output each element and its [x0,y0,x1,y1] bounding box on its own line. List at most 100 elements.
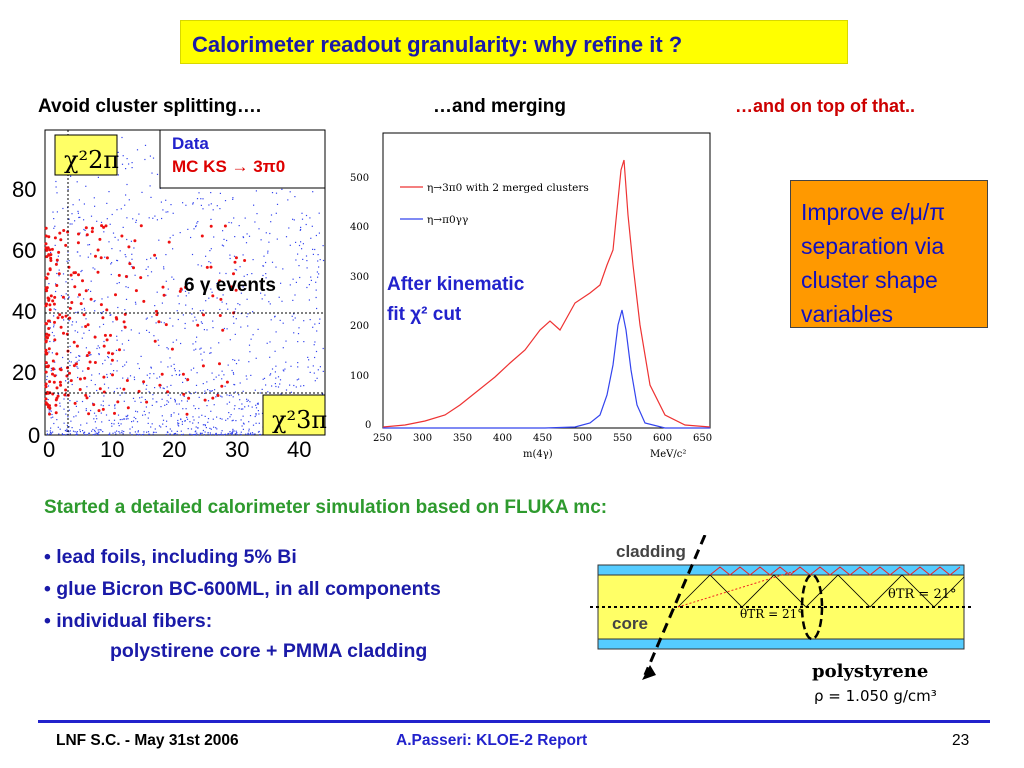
scatter-point [100,221,103,223]
scatter-point [255,407,258,409]
scatter-point [109,373,112,375]
scatter-point [173,363,175,365]
scatter-point [259,392,261,394]
scatter-point [98,237,102,241]
scatter-point [234,308,237,310]
scatter-point [84,229,86,231]
scatter-point [103,340,105,343]
scatter-point [226,403,228,405]
scatter-point [103,383,106,385]
scatter-point [59,405,61,407]
scatter-point [106,376,108,378]
scatter-point [222,294,224,296]
scatter-point [83,332,85,334]
scatter-point [90,215,93,217]
scatter-point [153,431,155,433]
scatter-point [229,431,231,433]
scatter-point [274,350,276,352]
scatter-point [69,273,73,277]
scatter-point [76,366,78,368]
scatter-point [49,256,53,260]
scatter-point [48,412,51,416]
scatter-point [51,367,55,371]
scatter-point [161,285,165,289]
scatter-point [223,238,225,240]
scatter-point [144,158,146,161]
scatter-point [91,226,94,230]
scatter-point [83,228,85,231]
scatter-point [297,366,299,368]
cladding-label: cladding [616,542,686,561]
scatter-point [247,399,249,401]
scatter-point [63,408,65,410]
scatter-point [186,416,188,418]
scatter-point [246,298,248,300]
scatter-point [115,349,118,351]
scatter-point [68,296,70,298]
scatter-point [109,223,111,225]
scatter-point [188,292,190,294]
scatter-point [83,376,87,380]
scatter-point [305,255,308,257]
scatter-point [207,400,210,402]
scatter-point [240,434,242,436]
scatter-point [116,209,118,211]
scatter-point [195,348,197,350]
slide-title: Calorimeter readout granularity: why ref… [192,32,683,57]
scatter-point [131,426,133,428]
scatter-point [109,432,111,434]
scatter-point [44,226,48,230]
scatter-point [48,303,52,307]
scatter-point [218,279,222,283]
scatter-point [181,400,183,402]
scatter-point [129,428,131,430]
scatter-point [96,418,98,420]
scatter-point [45,402,49,406]
scatter-point [56,261,58,263]
scatter-point [166,347,168,349]
scatter-point [117,174,119,176]
scatter-point [90,280,92,282]
scatter-point [114,405,116,407]
scatter-point [131,266,133,268]
scatter-point [173,278,175,280]
scatter-point [234,236,236,238]
scatter-point [49,321,52,323]
scatter-point [174,398,176,400]
scatter-point [177,419,179,422]
scatter-point [110,352,114,356]
scatter-point [249,351,251,353]
scatter-point [160,201,162,203]
scatter-point [139,276,143,280]
scatter-point [137,431,139,433]
scatter-point [215,434,217,436]
scatter-point [67,416,69,418]
scatter-point [312,326,314,328]
scatter-point [119,419,121,421]
scatter-point [72,204,74,206]
scatter-point [136,149,139,151]
scatter-point [248,344,251,346]
scatter-point [204,431,206,433]
scatter-point [143,431,145,433]
scatter-point [201,359,203,361]
scatter-point [87,412,91,416]
scatter-point [135,410,137,412]
scatter-point [147,431,150,433]
improve-line-1: Improve e/μ/π [801,199,946,225]
scatter-point [150,367,152,369]
scatter-point [314,323,316,325]
scatter-point [51,331,53,334]
scatter-point [233,260,237,264]
scatter-point [71,324,73,326]
scatter-point [292,278,294,280]
scatter-point [215,376,217,378]
scatter-point [195,391,197,393]
scatter-point [55,258,59,262]
scatter-point [94,268,96,270]
scatter-point [199,310,201,312]
scatter-point [230,222,233,224]
scatter-point [270,373,272,375]
scatter-point [178,413,180,415]
scatter-point [308,284,310,286]
